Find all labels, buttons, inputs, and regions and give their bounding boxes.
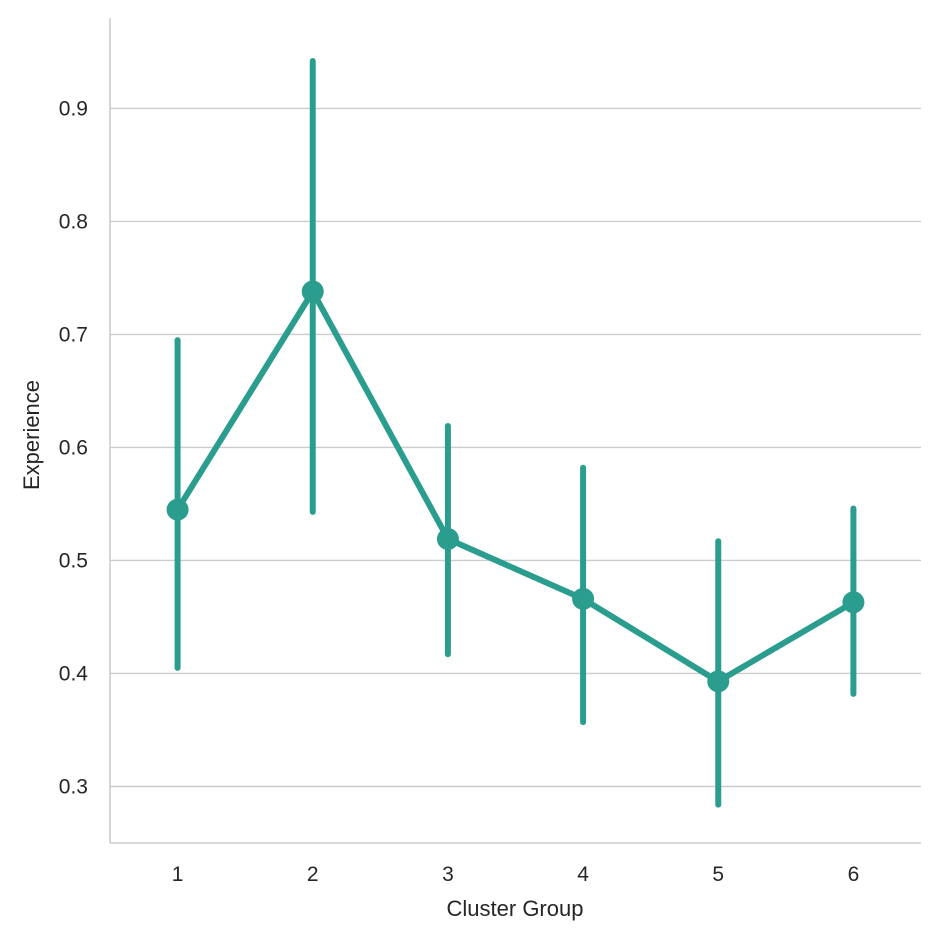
x-tick-labels: 1 2 3 4 5 6 [172,863,860,886]
series-points [166,280,865,693]
axes-spines [109,18,921,844]
data-point [707,670,730,693]
series-line-path [174,288,857,685]
x-axis-title: Cluster Group [447,896,584,921]
y-gridlines [110,107,921,788]
y-tick-labels: 0.3 0.4 0.5 0.6 0.7 0.8 0.9 [59,97,89,798]
data-point [166,498,189,521]
y-tick-label: 0.6 [59,436,88,459]
y-tick-label: 0.7 [59,323,88,346]
data-point [301,280,324,303]
data-point [436,527,459,550]
y-tick-label: 0.8 [59,210,88,233]
y-tick-label: 0.9 [59,97,88,120]
y-tick-label: 0.4 [59,662,89,685]
x-tick-label: 3 [442,863,454,886]
series-line [174,288,857,685]
x-tick-label: 2 [307,863,319,886]
x-tick-label: 1 [172,863,184,886]
y-axis-title: Experience [19,380,44,490]
y-tick-label: 0.3 [59,775,88,798]
x-tick-label: 4 [577,863,589,886]
data-point [572,587,595,610]
x-tick-label: 5 [712,863,724,886]
data-point [842,591,865,614]
y-tick-label: 0.5 [59,549,88,572]
error-bars [174,57,857,808]
x-tick-label: 6 [848,863,860,886]
